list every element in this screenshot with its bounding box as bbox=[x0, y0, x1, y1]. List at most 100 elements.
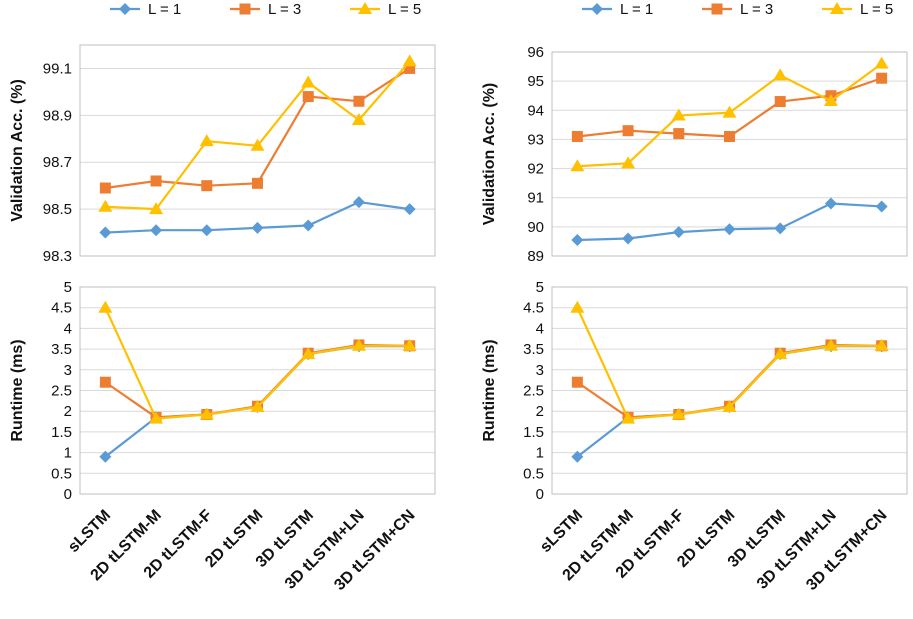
legend-label: L = 3 bbox=[268, 1, 301, 18]
series-line bbox=[105, 67, 411, 190]
data-point bbox=[201, 180, 213, 192]
y-tick-label: 0 bbox=[536, 486, 544, 503]
data-point bbox=[301, 347, 316, 360]
data-point bbox=[150, 175, 162, 187]
y-tick-label: 90 bbox=[527, 219, 544, 236]
y-tick-label: 98.7 bbox=[43, 154, 72, 171]
series-l3 bbox=[99, 62, 416, 194]
data-point bbox=[571, 233, 584, 246]
y-tick-label: 98.3 bbox=[43, 248, 72, 265]
y-tick-label: 2.5 bbox=[51, 383, 72, 400]
data-point bbox=[302, 91, 314, 103]
legend-marker bbox=[358, 2, 372, 14]
series-l5 bbox=[98, 300, 417, 424]
data-point bbox=[622, 232, 635, 245]
y-tick-label: 0.5 bbox=[51, 465, 72, 482]
data-point bbox=[402, 54, 417, 67]
data-point bbox=[875, 200, 888, 213]
y-tick-label: 3.5 bbox=[51, 341, 72, 358]
data-point bbox=[302, 219, 315, 232]
data-point bbox=[200, 224, 213, 237]
data-point bbox=[199, 134, 214, 147]
data-point bbox=[723, 223, 736, 236]
y-tick-label: 3 bbox=[536, 362, 544, 379]
data-point bbox=[570, 159, 585, 172]
data-point bbox=[571, 131, 583, 143]
y-tick-label: 4 bbox=[536, 320, 544, 337]
chart-panel-1: 98.3 98.5 98.7 98.9 99.1 Validation Acc. (%) bbox=[9, 44, 436, 265]
data-point bbox=[403, 203, 416, 216]
data-point bbox=[621, 411, 636, 424]
y-tick-label: 98.9 bbox=[43, 107, 72, 124]
y-tick-label: 5 bbox=[536, 279, 544, 296]
data-point bbox=[621, 156, 636, 169]
data-point bbox=[874, 338, 889, 351]
legend-marker bbox=[711, 3, 723, 15]
data-point bbox=[774, 222, 787, 235]
data-point bbox=[722, 105, 737, 118]
data-point bbox=[671, 108, 686, 121]
data-point bbox=[823, 338, 838, 351]
data-point bbox=[99, 376, 111, 388]
data-point bbox=[773, 347, 788, 360]
x-tick-label: sLSTM bbox=[65, 507, 114, 556]
y-tick-label: 4.5 bbox=[51, 300, 72, 317]
legend: L = 1 L = 3 L = 5 bbox=[582, 1, 893, 18]
data-point bbox=[250, 400, 265, 413]
y-tick-label: 94 bbox=[527, 102, 544, 119]
data-point bbox=[301, 75, 316, 88]
y-tick-label: 2.5 bbox=[523, 383, 544, 400]
y-tick-label: 96 bbox=[527, 44, 544, 61]
data-point bbox=[199, 407, 214, 420]
y-tick-label: 2 bbox=[536, 403, 544, 420]
data-point bbox=[571, 450, 584, 463]
data-point bbox=[402, 338, 417, 351]
legend-label: L = 1 bbox=[620, 1, 653, 18]
y-tick-label: 5 bbox=[64, 279, 72, 296]
data-point bbox=[149, 411, 164, 424]
data-point bbox=[99, 182, 111, 194]
data-point bbox=[874, 56, 889, 69]
data-point bbox=[149, 202, 164, 215]
series-l5 bbox=[570, 56, 889, 172]
y-tick-label: 0 bbox=[64, 486, 72, 503]
y-tick-label: 3.5 bbox=[523, 341, 544, 358]
y-tick-label: 1 bbox=[64, 445, 72, 462]
data-point bbox=[824, 197, 837, 210]
plot-area bbox=[79, 286, 436, 495]
data-point bbox=[351, 113, 366, 126]
y-tick-label: 3 bbox=[64, 362, 72, 379]
y-tick-label: 91 bbox=[527, 190, 544, 207]
data-point bbox=[98, 199, 113, 212]
data-point bbox=[823, 93, 838, 106]
data-point bbox=[774, 96, 786, 108]
data-point bbox=[98, 300, 113, 313]
y-tick-label: 99.1 bbox=[43, 60, 72, 77]
data-point bbox=[99, 450, 112, 463]
legend-label: L = 5 bbox=[388, 1, 421, 18]
data-point bbox=[622, 125, 634, 137]
data-point bbox=[722, 400, 737, 413]
legend-label: L = 5 bbox=[860, 1, 893, 18]
plot-area bbox=[551, 286, 908, 495]
data-point bbox=[352, 196, 365, 209]
y-tick-label: 1.5 bbox=[523, 424, 544, 441]
data-point bbox=[773, 68, 788, 81]
y-axis-title: Validation Acc. (%) bbox=[9, 79, 26, 222]
y-tick-label: 2 bbox=[64, 403, 72, 420]
x-tick-label: sLSTM bbox=[537, 507, 586, 556]
y-tick-label: 4 bbox=[64, 320, 72, 337]
data-point bbox=[353, 95, 365, 107]
y-axis-title: Runtime (ms) bbox=[9, 339, 26, 441]
series-l1 bbox=[571, 197, 888, 246]
data-point bbox=[673, 128, 685, 140]
legend: L = 1 L = 3 L = 5 bbox=[110, 1, 421, 18]
data-point bbox=[672, 226, 685, 239]
legend-marker bbox=[119, 3, 131, 15]
plot-area bbox=[79, 44, 436, 257]
legend-marker bbox=[239, 3, 251, 15]
data-point bbox=[570, 300, 585, 313]
